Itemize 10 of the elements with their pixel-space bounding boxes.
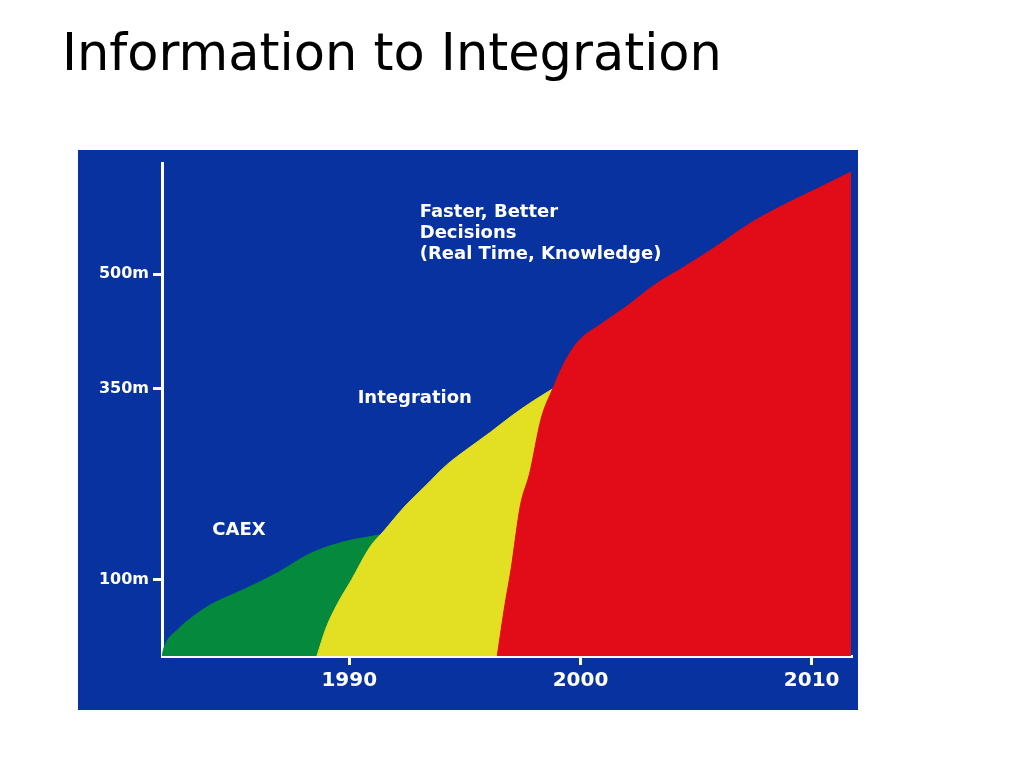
y-tick-label: 100m xyxy=(98,568,149,588)
x-tick-label: 2000 xyxy=(552,667,609,692)
chart-title: Information to Integration xyxy=(62,22,722,84)
x-tick-label: 2010 xyxy=(783,667,840,692)
series-label: Integration xyxy=(357,385,472,407)
series-label: CAEX xyxy=(212,518,266,540)
y-tick-label: 350m xyxy=(98,377,149,397)
y-tick-label: 500m xyxy=(98,263,149,283)
series-label: Faster, Better Decisions (Real Time, Knowledge) xyxy=(419,199,662,263)
x-tick-label: 1990 xyxy=(321,667,378,692)
